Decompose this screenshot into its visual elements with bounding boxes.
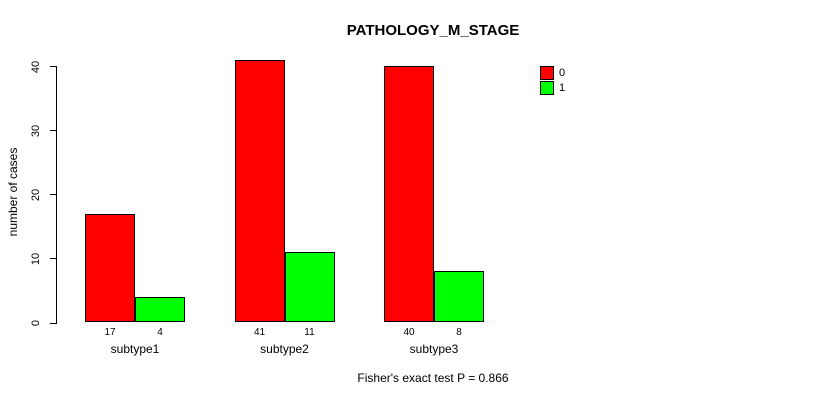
legend-swatch-icon bbox=[540, 66, 554, 80]
legend-label: 1 bbox=[559, 82, 566, 94]
bar-count-label: 17 bbox=[104, 327, 116, 338]
y-tick-label: 10 bbox=[30, 252, 42, 266]
bar-subtype3-0 bbox=[384, 66, 434, 323]
bar-subtype1-1 bbox=[135, 296, 185, 323]
y-axis-tick bbox=[50, 322, 57, 324]
y-tick-label: 30 bbox=[30, 124, 42, 137]
category-label-subtype2: subtype2 bbox=[260, 342, 309, 356]
bar-count-label: 4 bbox=[157, 327, 163, 338]
y-tick-label: 20 bbox=[30, 188, 42, 201]
y-axis-tick bbox=[50, 194, 57, 196]
y-axis-label: number of cases bbox=[6, 147, 20, 237]
bar-subtype3-1 bbox=[434, 271, 484, 323]
bar-count-label: 41 bbox=[253, 327, 266, 338]
category-label-subtype3: subtype3 bbox=[409, 342, 459, 356]
chart-title: PATHOLOGY_M_STAGE bbox=[346, 22, 520, 39]
y-axis-tick bbox=[50, 258, 57, 260]
bar-count-label: 8 bbox=[456, 327, 462, 338]
y-tick-label: 40 bbox=[30, 60, 42, 73]
fisher-test-annotation: Fisher's exact test P = 0.866 bbox=[357, 371, 509, 385]
y-axis-tick bbox=[50, 130, 57, 132]
bar-count-label: 40 bbox=[403, 327, 415, 338]
legend-label: 0 bbox=[559, 67, 566, 79]
category-label-subtype1: subtype1 bbox=[110, 342, 160, 356]
y-tick-label: 0 bbox=[30, 319, 42, 327]
y-axis-tick bbox=[50, 66, 57, 68]
bar-count-label: 11 bbox=[304, 327, 315, 338]
legend-swatch-icon bbox=[540, 81, 554, 95]
legend-item-0: 0 bbox=[540, 66, 565, 80]
bar-subtype2-1 bbox=[284, 251, 335, 323]
bar-subtype2-0 bbox=[234, 59, 285, 323]
bar-subtype1-0 bbox=[85, 213, 135, 323]
legend-item-1: 1 bbox=[540, 81, 565, 95]
